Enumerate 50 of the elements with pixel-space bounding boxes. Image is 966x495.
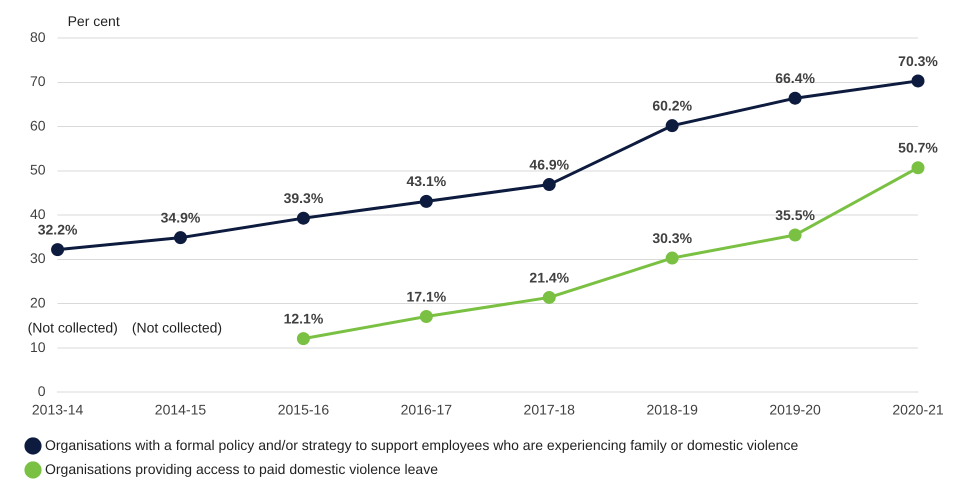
data-label: 50.7% [898, 140, 938, 156]
data-label: 30.3% [652, 230, 693, 246]
point [666, 119, 679, 132]
point [420, 194, 433, 208]
y-tick-label: 0 [38, 383, 46, 400]
x-tick-label: 2016-17 [400, 401, 452, 418]
data-label: 12.1% [284, 310, 324, 326]
y-tick-label: 70 [30, 73, 46, 90]
x-tick-label: 2015-16 [278, 401, 330, 418]
y-axis-title: Per cent [68, 12, 120, 29]
x-tick-label: 2019-20 [769, 401, 821, 418]
y-tick-label: 40 [30, 206, 46, 222]
x-tick-label: 2014-15 [154, 401, 206, 418]
data-label: 66.4% [775, 70, 816, 86]
y-tick-label: 50 [30, 162, 46, 178]
data-label: 60.2% [652, 98, 693, 114]
legend-label: Organisations providing access to paid domestic violence leave [45, 460, 438, 477]
legend-label: Organisations with a formal policy and/or strategy to support employees who are experiencing family or domestic violence [45, 436, 798, 453]
y-tick-label: 30 [30, 250, 46, 266]
data-label: 21.4% [529, 269, 570, 286]
point [912, 161, 924, 174]
point [542, 290, 556, 304]
point [542, 178, 556, 192]
annotation: (Not collected) [132, 319, 222, 336]
annotation: (Not collected) [28, 319, 118, 336]
x-tick-label: 2020-21 [892, 401, 944, 418]
y-tick-label: 60 [30, 117, 46, 134]
x-tick-label: 2018-19 [646, 401, 698, 418]
data-label: 35.5% [775, 206, 816, 223]
point [174, 231, 187, 244]
point [788, 228, 802, 242]
data-label: 17.1% [406, 288, 447, 304]
point [296, 212, 310, 225]
data-label: 34.9% [160, 210, 201, 226]
data-label: 32.2% [38, 221, 78, 238]
data-label: 39.3% [284, 190, 324, 206]
y-tick-label: 10 [30, 338, 46, 355]
x-tick-label: 2017-18 [524, 401, 576, 418]
data-label: 70.3% [898, 52, 938, 69]
point [51, 243, 64, 256]
y-tick-label: 20 [30, 294, 46, 311]
data-label: 46.9% [529, 156, 570, 172]
point [912, 74, 924, 88]
data-label: 43.1% [406, 173, 447, 190]
point [666, 252, 679, 265]
y-tick-label: 80 [30, 28, 46, 45]
x-tick-label: 2013-14 [32, 401, 84, 418]
point [420, 310, 433, 323]
point [788, 92, 802, 105]
point [296, 332, 310, 346]
